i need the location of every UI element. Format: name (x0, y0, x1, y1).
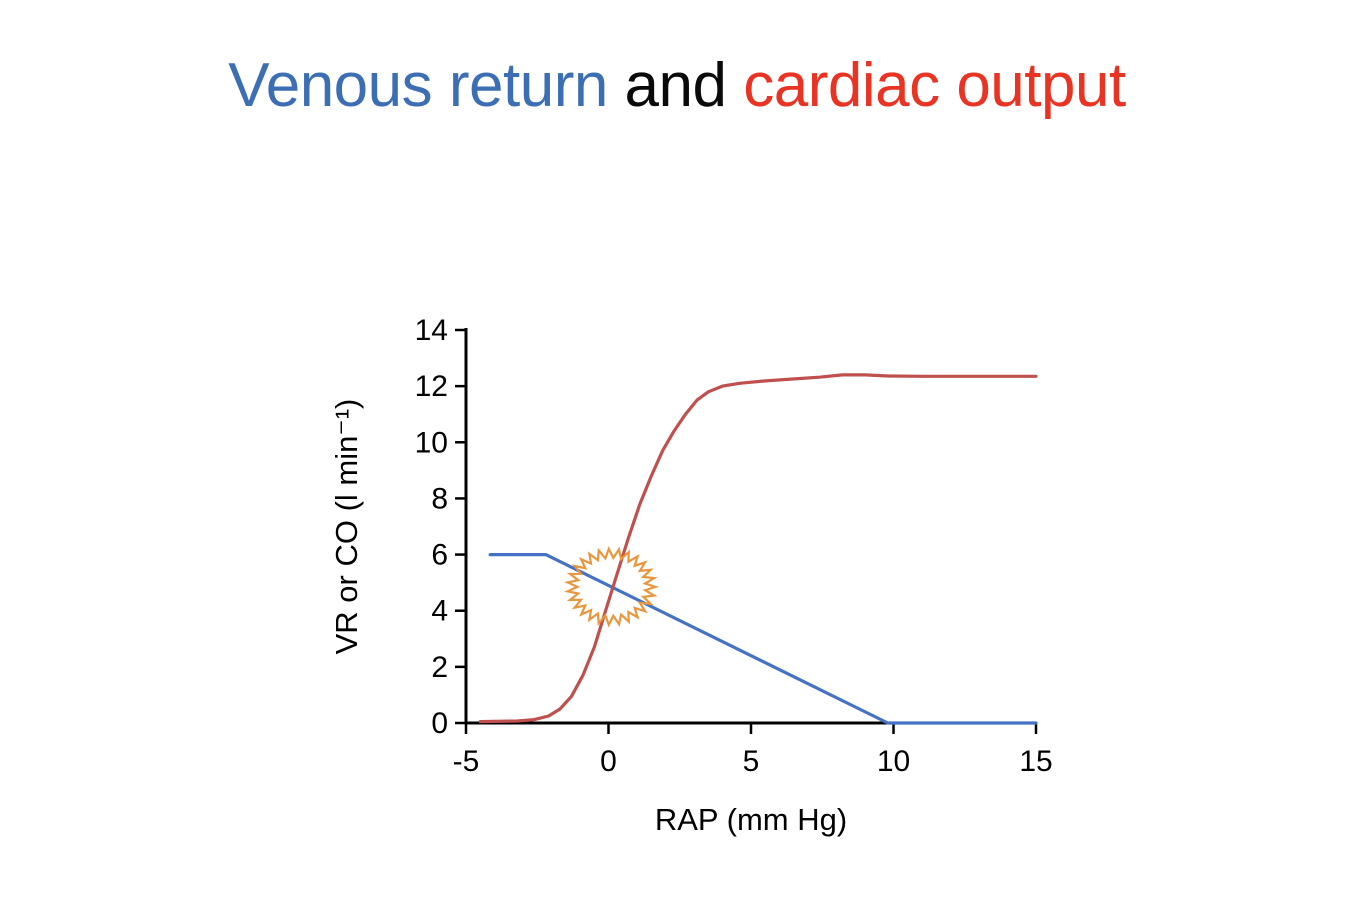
x-tick-label: 0 (600, 745, 617, 778)
x-tick-label: 15 (1019, 745, 1052, 778)
title-venous-return: Venous return (228, 51, 608, 120)
y-tick-label: 2 (431, 651, 448, 684)
title-and: and (607, 51, 744, 120)
x-tick-label: 5 (743, 745, 760, 778)
y-tick-label: 10 (415, 426, 448, 459)
y-tick-label: 14 (415, 314, 448, 347)
y-tick-label: 0 (431, 707, 448, 740)
x-axis-label: RAP (mm Hg) (655, 802, 847, 837)
y-tick-label: 12 (415, 370, 448, 403)
y-axis-label: VR or CO (l min⁻¹) (329, 399, 364, 655)
series-line-1 (478, 373, 1038, 724)
x-tick-label: 10 (877, 745, 910, 778)
series-line-0 (488, 552, 1038, 725)
title-cardiac-output: cardiac output (743, 51, 1126, 120)
y-tick-label: 6 (431, 539, 448, 572)
y-tick-label: 8 (431, 482, 448, 515)
y-tick-label: 4 (431, 595, 448, 628)
intersection-starburst-icon (564, 546, 659, 628)
x-tick-label: -5 (453, 745, 480, 778)
slide-title: Venous return and cardiac output (0, 50, 1354, 121)
